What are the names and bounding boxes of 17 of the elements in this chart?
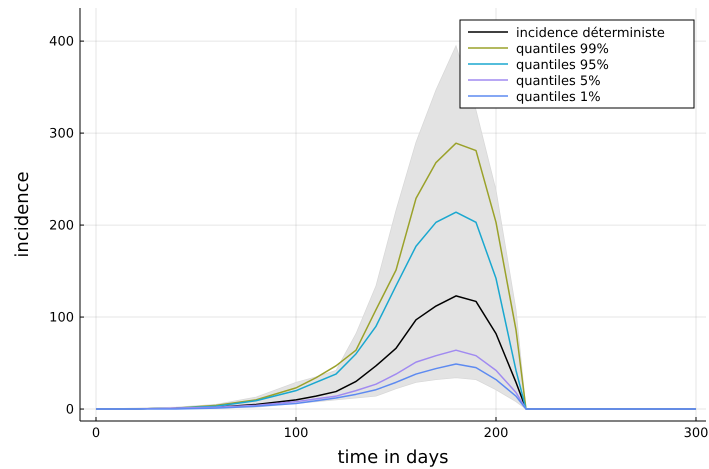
legend-label: quantiles 5% [516, 74, 601, 89]
y-tick-label: 300 [49, 126, 74, 142]
legend-label: quantiles 1% [516, 90, 601, 105]
y-tick-label: 400 [49, 34, 74, 50]
y-tick-label: 200 [49, 218, 74, 234]
legend-label: quantiles 95% [516, 58, 609, 73]
legend-label: quantiles 99% [516, 42, 609, 57]
x-tick-label: 200 [484, 426, 508, 441]
legend-label: incidence déterministe [516, 26, 665, 41]
x-tick-label: 100 [284, 426, 308, 441]
y-tick-label: 0 [66, 402, 74, 418]
y-tick-label: 100 [49, 310, 74, 326]
x-tick-label: 300 [684, 426, 708, 441]
x-axis-title: time in days [337, 447, 449, 468]
y-axis-title: incidence [12, 171, 33, 258]
x-tick-label: 0 [92, 426, 100, 441]
line-series [95, 363, 697, 410]
